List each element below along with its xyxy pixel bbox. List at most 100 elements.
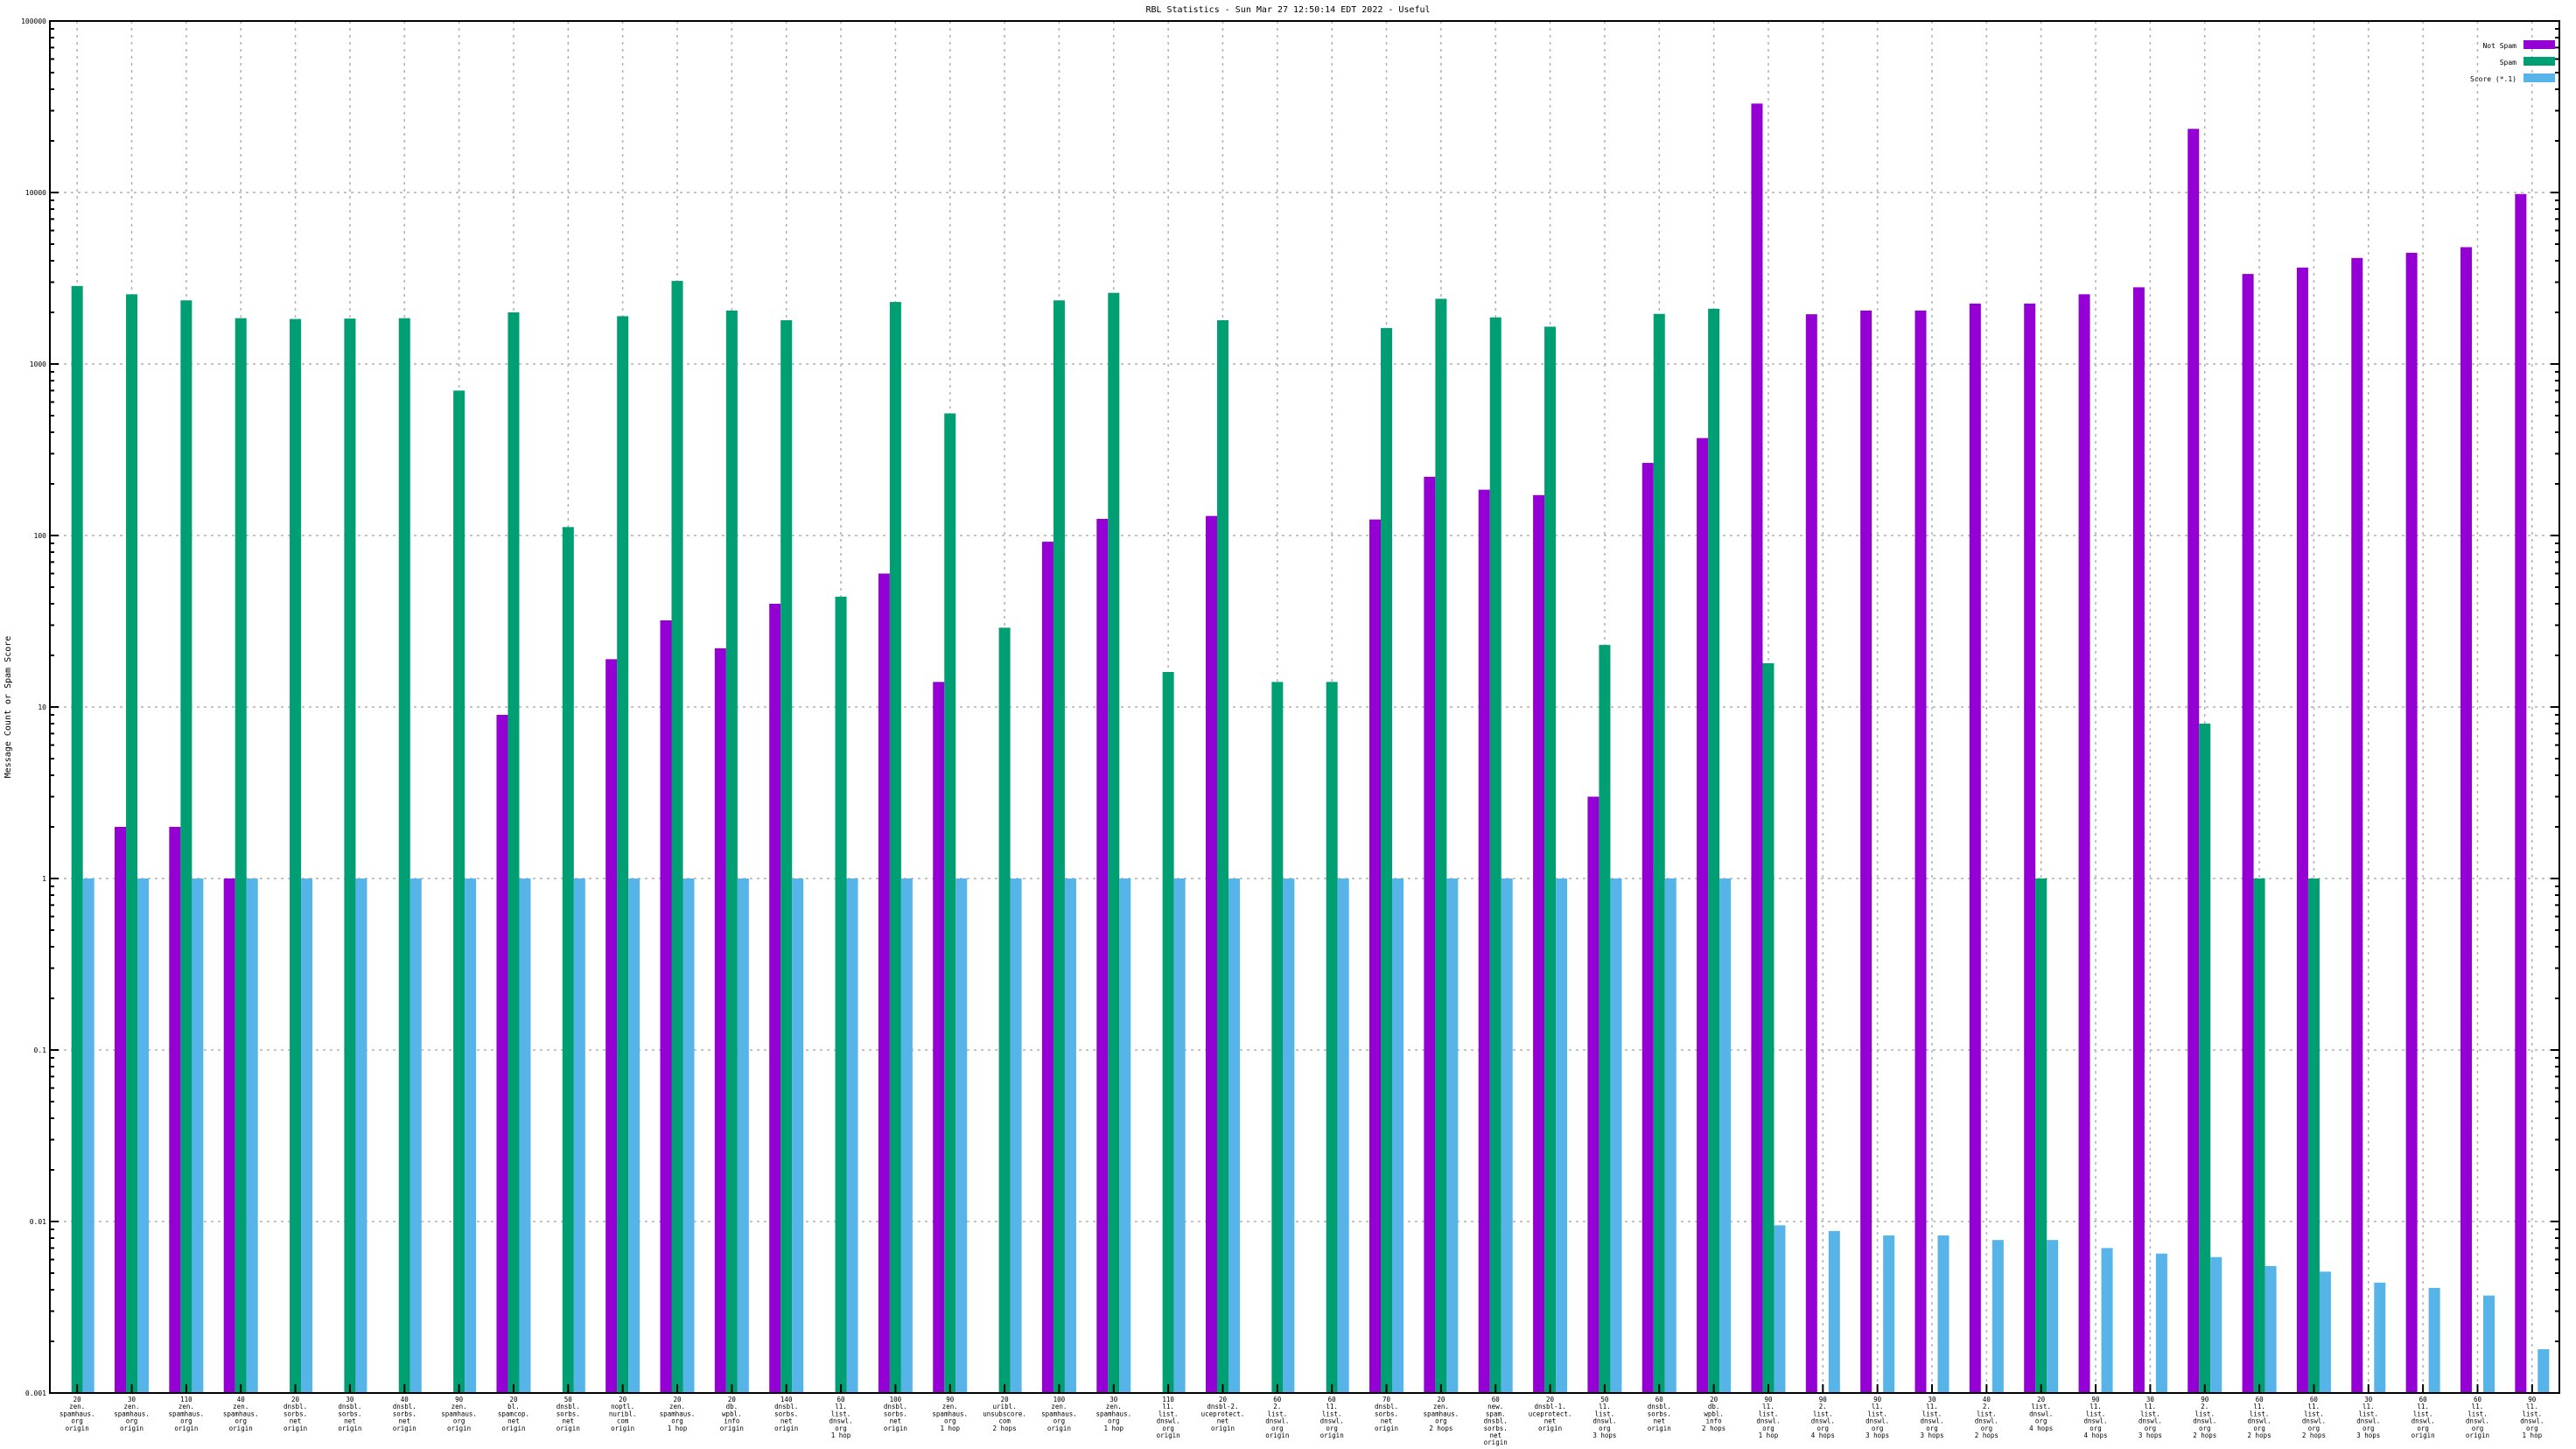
bar-spam (1489, 317, 1502, 1394)
bar-score-1 (192, 878, 204, 1393)
x-tick-label: 60 l1. list. dnswl. org origin (1320, 1396, 1344, 1439)
bar-score-1 (573, 878, 585, 1393)
bar-spam (1162, 671, 1174, 1393)
bar-not-spam (769, 603, 781, 1393)
legend-swatch (2524, 40, 2555, 49)
bar-not-spam (496, 714, 508, 1393)
bar-not-spam (1969, 303, 1981, 1394)
bar-score-1 (846, 878, 858, 1393)
x-tick-label: 90 2. list. dnswl. org 4 hops (1811, 1396, 1835, 1439)
bar-score-1 (956, 878, 968, 1393)
y-axis-label: Message Count or Spam Score (4, 636, 13, 779)
bar-score-1 (1937, 1235, 1950, 1393)
bar-spam (290, 318, 302, 1394)
x-tick-label: 20 bl. spamcop. net origin (498, 1396, 529, 1432)
y-tick-label: 100 (34, 532, 47, 540)
bar-not-spam (1041, 542, 1054, 1393)
x-tick-label: 30 zen. spamhaus. org 1 hop (1096, 1396, 1131, 1432)
bar-score-1 (2374, 1282, 2386, 1393)
plot-frame (49, 20, 2560, 1394)
bar-score-1 (1556, 878, 1568, 1393)
bar-spam (562, 527, 574, 1393)
bar-score-1 (301, 878, 313, 1393)
x-tick-label: 20 db. wpbl. info origin (720, 1396, 744, 1432)
bar-spam (889, 302, 901, 1394)
bar-not-spam (714, 648, 726, 1393)
bar-not-spam (2351, 257, 2363, 1394)
y-tick-label: 0.1 (34, 1046, 47, 1054)
bar-spam (2307, 878, 2320, 1393)
bar-not-spam (1805, 314, 1817, 1394)
bar-score-1 (465, 878, 477, 1393)
legend-swatch (2524, 74, 2555, 82)
bar-not-spam (1697, 438, 1709, 1394)
bar-score-1 (792, 878, 804, 1393)
x-tick-label: 90 l1. list. dnswl. org 4 hops (2083, 1396, 2107, 1439)
y-tick-label: 0.01 (30, 1218, 46, 1226)
x-tick-label: 30 l1. list. dnswl. org 3 hops (2356, 1396, 2380, 1439)
bar-score-1 (2264, 1265, 2277, 1393)
bar-score-1 (1064, 878, 1076, 1393)
bar-spam (617, 316, 629, 1394)
bar-spam (126, 294, 138, 1393)
x-tick-label: 50 l1. list. dnswl. org 3 hops (1592, 1396, 1616, 1439)
bar-not-spam (1205, 515, 1217, 1393)
bar-spam (944, 413, 956, 1393)
y-tick-label: 0.001 (25, 1390, 46, 1397)
bar-spam (1762, 662, 1774, 1393)
bar-score-1 (1392, 878, 1404, 1393)
bar-not-spam (169, 826, 181, 1393)
bar-spam (671, 281, 683, 1393)
bar-spam (1271, 682, 1284, 1393)
bar-not-spam (2188, 129, 2200, 1393)
bar-not-spam (1533, 494, 1545, 1393)
bar-not-spam (2460, 247, 2472, 1394)
x-tick-label: 70 dnsbl. sorbs. net origin (1375, 1396, 1398, 1432)
bar-score-1 (682, 878, 695, 1393)
bar-not-spam (1478, 489, 1490, 1394)
bar-score-1 (2319, 1271, 2331, 1393)
bar-not-spam (933, 682, 945, 1393)
bar-spam (71, 285, 83, 1394)
bar-score-1 (2538, 1348, 2550, 1393)
axes-layer: RBL Statistics - Sun Mar 27 12:50:14 EDT… (4, 5, 2560, 1446)
bar-spam (1381, 327, 1393, 1393)
bar-not-spam (1751, 103, 1763, 1394)
x-tick-label: 60 l1. list. dnswl. org 2 hops (2248, 1396, 2272, 1439)
bar-score-1 (1228, 878, 1240, 1393)
y-tick-label: 100000 (21, 18, 46, 25)
bar-spam (234, 318, 247, 1394)
bar-score-1 (137, 878, 150, 1393)
bar-spam (344, 318, 356, 1393)
x-tick-label: 60 l1. list. dnswl. org 1 hop (829, 1396, 852, 1439)
bar-spam (780, 319, 793, 1394)
x-tick-label: 90 l1. list. dnswl. org 1 hop (1756, 1396, 1780, 1439)
bar-not-spam (2296, 267, 2308, 1394)
bar-score-1 (628, 878, 640, 1393)
bar-not-spam (1914, 310, 1927, 1393)
bar-score-1 (1446, 878, 1459, 1393)
legend-label: Spam (2500, 59, 2516, 66)
bar-spam (1544, 326, 1557, 1393)
bars-layer (71, 103, 2550, 1394)
x-tick-label: 30 zen. spamhaus. org origin (114, 1396, 150, 1432)
x-tick-label: 40 dnsbl. sorbs. net origin (393, 1396, 416, 1432)
bar-spam (1653, 313, 1665, 1394)
x-tick-label: 20 zen. spamhaus. org 1 hop (660, 1396, 696, 1432)
x-tick-label: 140 dnsbl. sorbs. net origin (774, 1396, 798, 1432)
bar-score-1 (1337, 878, 1349, 1393)
bar-spam (453, 390, 466, 1393)
bar-score-1 (737, 878, 749, 1393)
bar-spam (835, 596, 847, 1393)
bar-score-1 (1283, 878, 1295, 1393)
x-tick-label: 20 list. dnswl. org 4 hops (2029, 1396, 2053, 1432)
bar-not-spam (1424, 476, 1436, 1393)
bar-score-1 (1010, 878, 1022, 1393)
x-tick-label: 60 2. list. dnswl. org origin (1265, 1396, 1289, 1439)
bar-spam (398, 318, 410, 1394)
x-tick-label: 100 dnsbl. sorbs. net origin (884, 1396, 907, 1432)
bar-not-spam (1642, 463, 1654, 1393)
bar-score-1 (519, 878, 531, 1393)
bar-score-1 (2428, 1287, 2440, 1393)
